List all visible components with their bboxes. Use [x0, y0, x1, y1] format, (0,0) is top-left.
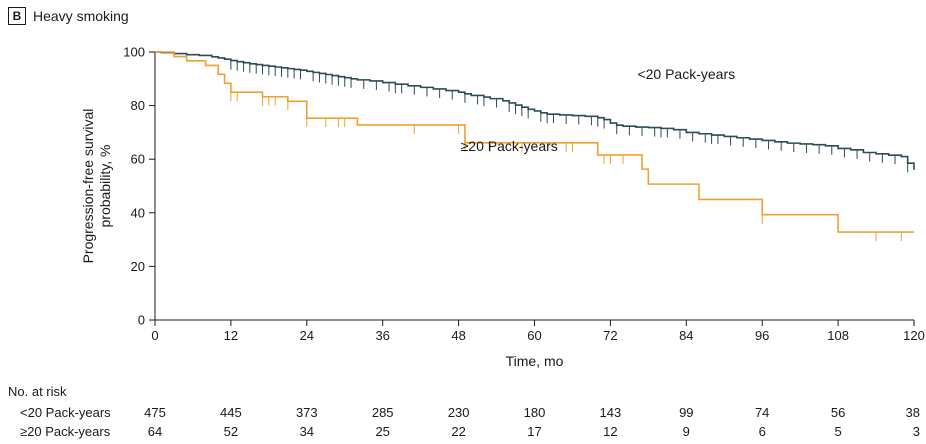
- y-tick-label: 60: [131, 152, 145, 167]
- risk-value: 180: [524, 405, 546, 420]
- x-tick-label: 108: [827, 328, 849, 343]
- risk-value: 99: [679, 405, 693, 420]
- panel-letter: B: [8, 7, 26, 25]
- y-tick-label: 100: [123, 45, 145, 60]
- y-tick-label: 80: [131, 98, 145, 113]
- risk-row-label: <20 Pack-years: [20, 405, 111, 420]
- risk-value: 6: [759, 424, 766, 439]
- panel-title: Heavy smoking: [33, 8, 129, 24]
- series-line-0: [155, 51, 915, 170]
- curve-label: ≥20 Pack-years: [461, 138, 558, 154]
- risk-table-title: No. at risk: [8, 384, 67, 399]
- y-axis-title: Progression-free survivalprobability, %: [80, 109, 113, 264]
- risk-value: 5: [834, 424, 841, 439]
- risk-value: 475: [144, 405, 166, 420]
- x-tick-label: 36: [375, 328, 389, 343]
- risk-value: 34: [300, 424, 314, 439]
- series-line-1: [155, 51, 914, 233]
- y-tick-label: 40: [131, 205, 145, 220]
- risk-value: 64: [148, 424, 162, 439]
- risk-value: 9: [683, 424, 690, 439]
- risk-value: 22: [451, 424, 465, 439]
- x-tick-label: 84: [679, 328, 693, 343]
- risk-value: 56: [831, 405, 845, 420]
- x-tick-label: 24: [300, 328, 314, 343]
- risk-value: 74: [755, 405, 769, 420]
- x-tick-label: 60: [527, 328, 541, 343]
- y-axis-title-line: Progression-free survival: [80, 109, 96, 264]
- x-tick-label: 72: [603, 328, 617, 343]
- curves: [155, 51, 915, 242]
- y-axis-title-line: probability, %: [97, 144, 113, 227]
- x-tick-label: 96: [755, 328, 769, 343]
- risk-value: 17: [527, 424, 541, 439]
- y-tick-label: 20: [131, 259, 145, 274]
- risk-value: 52: [224, 424, 238, 439]
- risk-value: 25: [375, 424, 389, 439]
- risk-value: 285: [372, 405, 394, 420]
- x-tick-label: 12: [224, 328, 238, 343]
- risk-table: No. at risk <20 Pack-years 475 445 373 285 230…: [8, 384, 920, 439]
- risk-row-label: ≥20 Pack-years: [20, 424, 111, 439]
- x-tick-label: 48: [451, 328, 465, 343]
- y-tick-label: 0: [138, 313, 145, 328]
- risk-value: 230: [448, 405, 470, 420]
- risk-value: 38: [906, 405, 920, 420]
- x-tick-label: 0: [151, 328, 158, 343]
- x-axis-title: Time, mo: [506, 353, 564, 369]
- risk-value: 143: [600, 405, 622, 420]
- risk-value: 12: [603, 424, 617, 439]
- risk-value: 445: [220, 405, 242, 420]
- x-tick-label: 120: [903, 328, 925, 343]
- curve-label: <20 Pack-years: [637, 66, 735, 82]
- curve-labels: <20 Pack-years ≥20 Pack-years: [461, 66, 736, 154]
- axes: 0 12 24 36 48 60 72 84 96 108 120 0 20 40 60 80 100 Time,…: [80, 45, 925, 370]
- risk-value: 373: [296, 405, 318, 420]
- panel-header: B Heavy smoking: [8, 6, 129, 26]
- risk-value: 3: [913, 424, 920, 439]
